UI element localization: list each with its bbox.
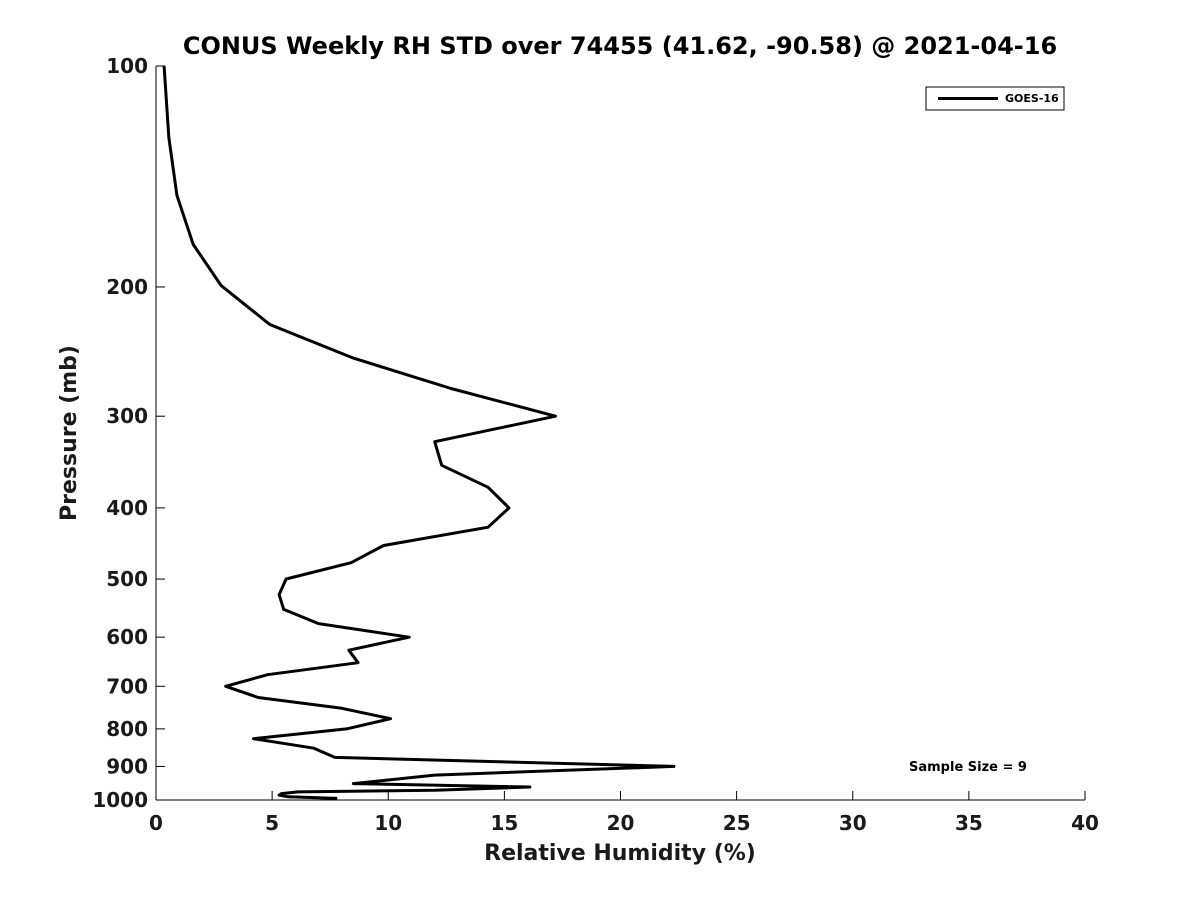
y-tick-label: 800 xyxy=(106,717,148,741)
y-tick-label: 400 xyxy=(106,496,148,520)
sample-size-annotation: Sample Size = 9 xyxy=(909,760,1027,775)
y-tick-label: 100 xyxy=(106,54,148,78)
chart-title: CONUS Weekly RH STD over 74455 (41.62, -… xyxy=(183,32,1057,60)
y-tick-label: 1000 xyxy=(92,788,148,812)
x-tick-label: 15 xyxy=(490,811,518,835)
y-tick-label: 900 xyxy=(106,754,148,778)
x-tick-label: 20 xyxy=(607,811,635,835)
x-tick-label: 10 xyxy=(374,811,402,835)
x-tick-label: 30 xyxy=(839,811,867,835)
y-tick-label: 200 xyxy=(106,275,148,299)
x-tick-label: 40 xyxy=(1071,811,1099,835)
x-tick-label: 25 xyxy=(723,811,751,835)
y-tick-label: 600 xyxy=(106,625,148,649)
series-group xyxy=(162,65,676,800)
y-tick-label: 700 xyxy=(106,674,148,698)
legend-label: GOES-16 xyxy=(1005,92,1059,105)
y-tick-label: 500 xyxy=(106,567,148,591)
x-tick-label: 35 xyxy=(955,811,983,835)
legend: GOES-16 xyxy=(925,86,1065,111)
x-tick-label: 5 xyxy=(265,811,279,835)
y-tick-label: 300 xyxy=(106,404,148,428)
x-tick-label: 0 xyxy=(149,811,163,835)
y-axis-ticks: 100 200 300 400 500 600 700 800 900 1000 xyxy=(92,54,165,812)
series-line-goes-16 xyxy=(162,65,676,800)
x-axis-label: Relative Humidity (%) xyxy=(484,841,756,866)
x-axis-ticks: 0 5 10 15 20 25 30 35 40 xyxy=(149,791,1099,835)
y-axis-label: Pressure (mb) xyxy=(57,345,82,521)
plot-area xyxy=(155,66,1085,801)
